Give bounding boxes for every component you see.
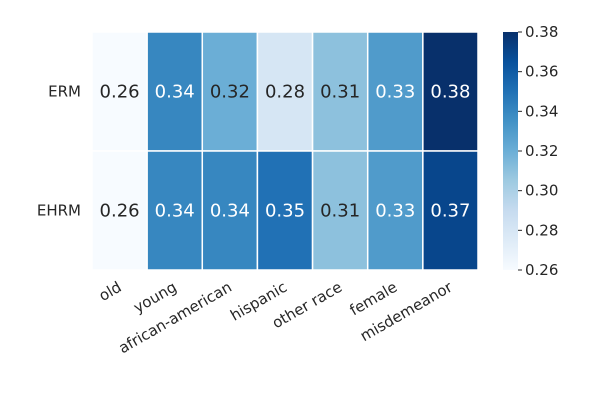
- cell-value-label: 0.26: [100, 82, 140, 103]
- cell-value-label: 0.34: [210, 201, 250, 222]
- column-label: old: [96, 278, 125, 305]
- heatmap-cell: [201, 150, 259, 271]
- colorbar-gradient: [503, 32, 518, 270]
- heatmap-cell: [366, 150, 424, 271]
- cell-value-label: 0.35: [265, 201, 305, 222]
- cell-value-label: 0.38: [430, 82, 470, 103]
- colorbar-tick-label: 0.38: [525, 23, 558, 41]
- cell-value-label: 0.34: [155, 82, 195, 103]
- heatmap-cells: 0.26 0.34 0.32 0.28 0.31 0.33 0.38 0.26 0.34 0.34…: [91, 31, 479, 271]
- colorbar-tick-label: 0.34: [525, 102, 558, 120]
- cell-value-label: 0.37: [430, 201, 470, 222]
- colorbar-tick-label: 0.30: [525, 182, 558, 200]
- heatmap-cell: [311, 150, 369, 271]
- colorbar-tick-label: 0.36: [525, 63, 558, 81]
- row-labels: ERM EHRM: [37, 83, 81, 220]
- cell-value-label: 0.31: [320, 82, 360, 103]
- heatmap-cell: [91, 150, 148, 271]
- colorbar-tick-label: 0.26: [525, 261, 558, 279]
- cell-value-label: 0.32: [210, 82, 250, 103]
- cell-value-label: 0.34: [155, 201, 195, 222]
- colorbar-tick-label: 0.32: [525, 142, 558, 160]
- heatmap-cell: [366, 31, 424, 152]
- heatmap-cell: [146, 31, 204, 152]
- heatmap-cell: [146, 150, 204, 271]
- heatmap-cell: [422, 150, 479, 271]
- row-label: EHRM: [37, 202, 81, 220]
- heatmap-cell: [91, 31, 148, 152]
- cell-value-label: 0.28: [265, 82, 305, 103]
- colorbar: 0.26 0.28 0.30 0.32 0.34 0.36 0.38: [503, 23, 558, 279]
- heatmap-cell: [201, 31, 259, 152]
- cell-value-label: 0.31: [320, 201, 360, 222]
- cell-value-label: 0.26: [100, 201, 140, 222]
- cell-value-label: 0.33: [375, 201, 415, 222]
- colorbar-tick-label: 0.28: [525, 221, 558, 239]
- column-label: misdemeanor: [357, 277, 456, 345]
- row-label: ERM: [48, 83, 81, 101]
- cell-value-label: 0.33: [375, 82, 415, 103]
